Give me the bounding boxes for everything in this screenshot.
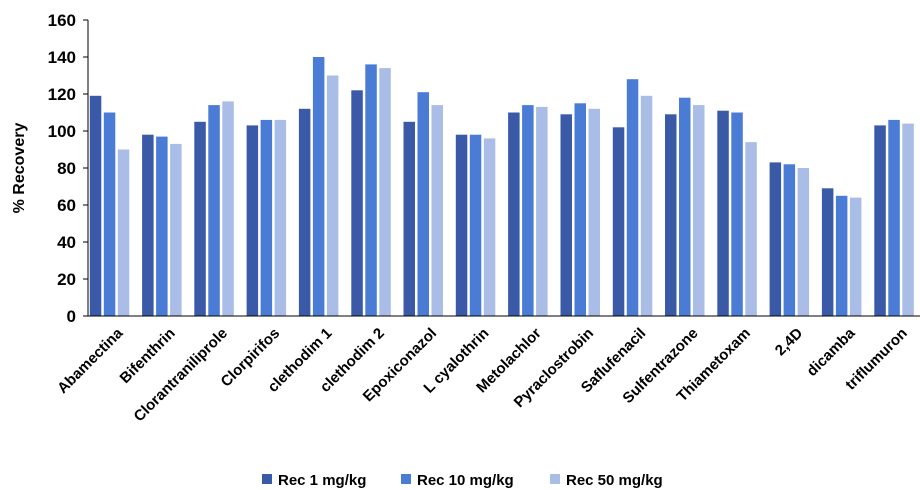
y-tick-label: 160: [48, 11, 76, 30]
x-axis: AbamectinaBifenthrinClorantraniliproleCl…: [54, 315, 920, 425]
y-tick-label: 60: [57, 196, 76, 215]
bar-3-sulfentrazone: [693, 105, 705, 316]
bar-1-clethodim-1: [298, 108, 311, 316]
bar-3-abamectina: [117, 149, 130, 316]
bar-2-pyraclostrobin: [574, 103, 586, 317]
legend-label-3: Rec 50 mg/kg: [566, 472, 663, 489]
bar-1-clorantraniliprole: [194, 121, 206, 317]
y-tick-label: 120: [48, 85, 76, 104]
y-tick-label: 20: [57, 270, 76, 289]
bar-2-clorpirifos: [260, 119, 273, 317]
bar-1-metolachlor: [508, 112, 520, 316]
legend-label-2: Rec 10 mg/kg: [417, 472, 514, 489]
bar-1-triflumuron: [874, 125, 886, 317]
x-tick-label: Abamectina: [54, 324, 127, 397]
x-tick-label: dicamba: [803, 324, 859, 380]
bar-3-clorpirifos: [274, 119, 287, 317]
bar-2-triflumuron: [888, 119, 900, 317]
bar-1-sulfentrazone: [665, 114, 677, 316]
bar-3-clorantraniliprole: [222, 101, 234, 317]
bar-1-bifenthrin: [142, 134, 154, 316]
y-tick-label: 140: [48, 48, 76, 67]
legend-swatch-2: [401, 474, 411, 484]
bar-2-2-4d: [783, 164, 796, 316]
bar-3-thiametoxam: [745, 142, 757, 316]
bar-3-2-4d: [797, 168, 810, 316]
bar-2-saflufenacil: [626, 79, 639, 316]
bar-3-pyraclostrobin: [588, 108, 600, 316]
legend-label-1: Rec 1 mg/kg: [278, 472, 366, 489]
bar-1-abamectina: [89, 95, 102, 316]
bar-1-clethodim-2: [351, 90, 363, 316]
bar-2-dicamba: [835, 195, 848, 317]
bar-2-clorantraniliprole: [208, 105, 220, 316]
bar-2-sulfentrazone: [679, 97, 691, 316]
y-axis: 0 20 40 60 80 100 120 140 160: [48, 11, 89, 326]
y-tick-label: 100: [48, 122, 76, 141]
x-tick-label: 2,4D: [772, 325, 807, 360]
bar-2-clethodim-2: [365, 64, 377, 317]
bar-3-l-cyalothrin: [483, 138, 496, 316]
bar-2-metolachlor: [522, 105, 534, 316]
bar-2-abamectina: [103, 112, 116, 316]
bar-2-thiametoxam: [731, 112, 743, 316]
y-tick-label: 0: [67, 307, 76, 326]
legend: Rec 1 mg/kg Rec 10 mg/kg Rec 50 mg/kg: [262, 472, 663, 489]
x-tick-label: Clorantraniliprole: [130, 325, 230, 425]
legend-swatch-1: [262, 474, 272, 484]
bar-2-l-cyalothrin: [469, 134, 482, 316]
bar-3-dicamba: [849, 197, 862, 316]
bar-3-bifenthrin: [170, 143, 182, 316]
bar-3-clethodim-1: [326, 75, 339, 316]
y-axis-title: % Recovery: [11, 123, 28, 214]
y-tick-label: 80: [57, 159, 76, 178]
bar-1-pyraclostrobin: [560, 114, 572, 316]
legend-swatch-3: [550, 474, 560, 484]
bar-3-saflufenacil: [640, 95, 653, 316]
bar-2-bifenthrin: [156, 136, 168, 316]
bar-2-epoxiconazol: [417, 92, 429, 316]
bar-3-clethodim-2: [379, 68, 391, 316]
y-tick-label: 40: [57, 233, 76, 252]
bar-1-epoxiconazol: [403, 121, 415, 317]
bar-1-thiametoxam: [717, 110, 729, 316]
bar-3-metolachlor: [536, 106, 548, 317]
bar-1-dicamba: [821, 188, 834, 316]
bars-layer: [89, 57, 914, 317]
bar-1-2-4d: [769, 162, 782, 316]
bar-2-clethodim-1: [312, 57, 325, 316]
bar-3-epoxiconazol: [431, 105, 443, 316]
bar-3-triflumuron: [902, 123, 914, 316]
bar-1-l-cyalothrin: [455, 134, 468, 316]
bar-1-clorpirifos: [246, 125, 259, 317]
bar-1-saflufenacil: [612, 127, 625, 316]
